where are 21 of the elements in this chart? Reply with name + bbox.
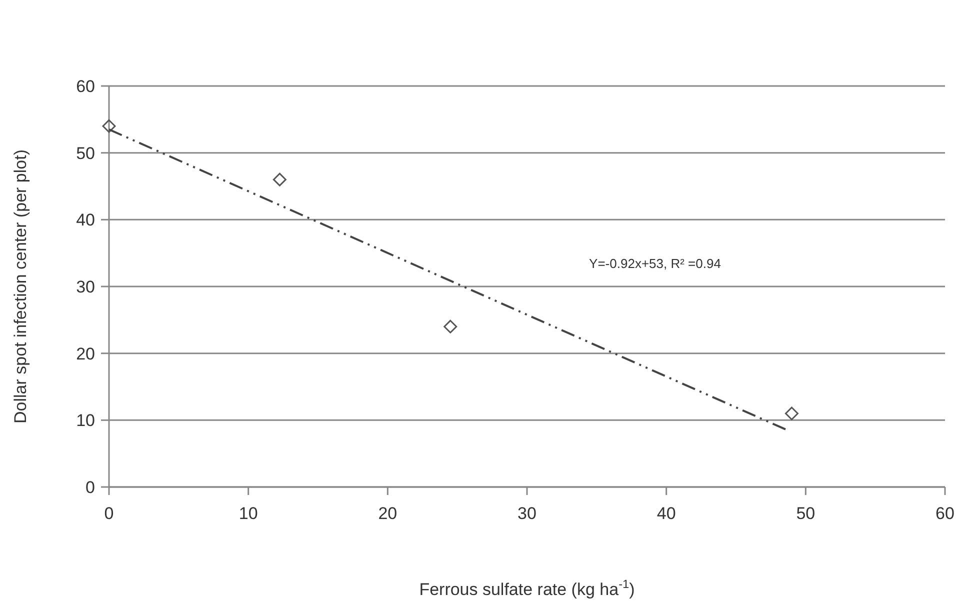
point — [784, 406, 798, 420]
y-tick-label: 40 — [76, 210, 95, 230]
y-tick-label: 20 — [76, 344, 95, 364]
y-tick-label: 0 — [86, 478, 95, 497]
y-tick-label: 30 — [76, 277, 95, 296]
y-axis-title: Dollar spot infection center (per plot) — [11, 149, 30, 424]
y-tick-label: 10 — [76, 411, 95, 430]
y-tick-label: 50 — [76, 144, 95, 163]
x-axis-title: Ferrous sulfate rate (kg ha$^{-1}$) — [419, 577, 635, 599]
point — [272, 172, 286, 186]
x-tick-label: 10 — [238, 504, 258, 523]
x-tick-label: 40 — [656, 504, 676, 523]
x-tick-label: 0 — [104, 504, 114, 523]
annotation: Y=-0.92x+53, R² =0.94 — [589, 256, 721, 271]
x-tick-label: 20 — [378, 504, 398, 523]
y-tick-label: 60 — [76, 76, 95, 96]
point — [444, 320, 458, 334]
point — [102, 119, 116, 133]
x-tick-label: 50 — [796, 504, 816, 523]
x-tick-label: 30 — [518, 504, 536, 523]
x-tick-label: 60 — [936, 504, 954, 523]
